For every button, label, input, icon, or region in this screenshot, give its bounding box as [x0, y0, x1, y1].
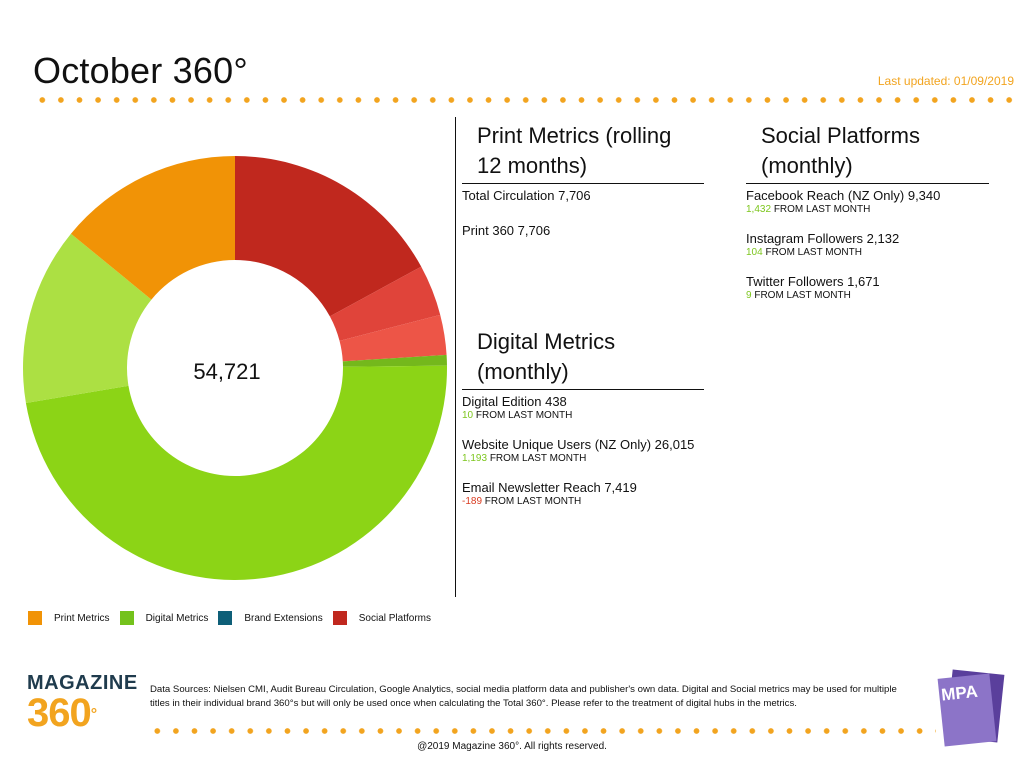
vertical-divider: [455, 117, 456, 597]
donut-slice: [339, 314, 447, 362]
print-metrics-heading-line2: 12 months): [477, 153, 588, 178]
social-platforms-heading-line1: Social Platforms: [761, 123, 920, 148]
logo-wordmark: MAGAZINE: [27, 672, 138, 694]
logo-number-text: 360: [27, 691, 92, 735]
metric-change-value: 9: [746, 290, 752, 301]
legend-label: Social Platforms: [358, 612, 431, 624]
print-metrics-heading: Print Metrics (rolling 12 months): [477, 121, 704, 181]
metric-item: Print 360 7,706: [462, 223, 704, 238]
social-platforms-section: Social Platforms (monthly) Facebook Reac…: [746, 121, 989, 317]
metric-item: Total Circulation 7,706: [462, 188, 704, 203]
metric-item: Facebook Reach (NZ Only) 9,340 1,432 FROM…: [746, 188, 989, 217]
page-title: October 360°: [33, 50, 248, 91]
metric-change-suffix: FROM LAST MONTH: [484, 496, 582, 507]
metric-label: Instagram Followers 2,132: [746, 231, 900, 246]
metric-label: Email Newsletter Reach 7,419: [462, 480, 637, 495]
digital-metrics-rule: [462, 389, 704, 390]
metric-label: Twitter Followers 1,671: [746, 274, 880, 289]
metric-change: 1,432 FROM LAST MONTH: [746, 203, 989, 217]
social-platforms-rule: [746, 183, 989, 184]
donut-slice: [22, 233, 152, 404]
metric-change: -189 FROM LAST MONTH: [462, 495, 704, 509]
metric-change-suffix: FROM LAST MONTH: [773, 204, 871, 215]
metric-change-value: 10: [462, 410, 474, 421]
footer-dotted-divider: [148, 728, 936, 734]
header-dotted-divider: [33, 97, 1018, 103]
donut-center-total: 54,721: [193, 359, 260, 384]
chart-legend: Print Metrics Digital Metrics Brand Extens…: [28, 611, 441, 625]
donut-slice: [25, 365, 447, 580]
metric-change-suffix: FROM LAST MONTH: [765, 247, 862, 258]
metric-label: Facebook Reach (NZ Only) 9,340: [746, 188, 941, 203]
print-metrics-rule: [462, 183, 704, 184]
magazine-360-logo: MAGAZINE 360°: [27, 672, 138, 737]
metric-item: Email Newsletter Reach 7,419 -189 FROM LA…: [462, 480, 704, 509]
metric-item: Twitter Followers 1,671 9 FROM LAST MONTH: [746, 274, 989, 303]
legend-item: Print Metrics: [28, 611, 110, 625]
metric-change-suffix: FROM LAST MONTH: [754, 290, 851, 301]
print-metrics-section: Print Metrics (rolling 12 months) Total …: [462, 121, 704, 252]
legend-label: Brand Extensions: [244, 612, 323, 624]
logo-number: 360°: [27, 693, 131, 733]
digital-metrics-heading-line2: (monthly): [477, 359, 569, 384]
digital-metrics-section: Digital Metrics (monthly) Digital Editio…: [462, 327, 704, 523]
legend-label: Digital Metrics: [145, 612, 209, 624]
mpa-logo: MPA: [937, 669, 1005, 747]
metric-change-value: 1,432: [746, 204, 772, 215]
metric-label: Website Unique Users (NZ Only) 26,015: [462, 437, 695, 452]
digital-metrics-heading-line1: Digital Metrics: [477, 329, 616, 354]
print-metrics-list: Total Circulation 7,706 Print 360 7,706: [462, 188, 704, 238]
donut-slice: [70, 156, 235, 300]
social-platforms-list: Facebook Reach (NZ Only) 9,340 1,432 FROM…: [746, 188, 989, 303]
data-sources-note: Data Sources: Nielsen CMI, Audit Bureau …: [150, 684, 897, 709]
donut-slices: [22, 156, 447, 580]
mpa-logo-text: MPA: [940, 682, 978, 705]
donut-slice: [235, 156, 422, 317]
legend-label: Print Metrics: [54, 612, 110, 624]
metric-label: Print 360 7,706: [462, 223, 551, 238]
copyright-notice: @2019 Magazine 360°. All rights reserved…: [417, 741, 607, 752]
metric-change: 10 FROM LAST MONTH: [462, 409, 704, 423]
metric-item: Instagram Followers 2,132 104 FROM LAST M…: [746, 231, 989, 260]
metric-change-suffix: FROM LAST MONTH: [489, 453, 587, 464]
metric-item: Digital Edition 438 10 FROM LAST MONTH: [462, 394, 704, 423]
metric-change: 104 FROM LAST MONTH: [746, 246, 989, 260]
logo-degree-icon: °: [90, 706, 97, 723]
donut-slice: [329, 266, 441, 341]
legend-swatch: [218, 611, 233, 625]
metric-label: Digital Edition 438: [462, 394, 567, 409]
legend-swatch: [28, 611, 42, 625]
digital-metrics-list: Digital Edition 438 10 FROM LAST MONTH Web…: [462, 394, 704, 509]
legend-swatch: [119, 611, 134, 625]
legend-item: Brand Extensions: [218, 611, 323, 625]
metric-label: Total Circulation 7,706: [462, 188, 591, 203]
legend-swatch: [332, 611, 347, 625]
metric-change-value: -189: [462, 496, 483, 507]
metric-change: 9 FROM LAST MONTH: [746, 289, 989, 303]
mpa-logo-front-card: [937, 673, 997, 747]
metric-change: 1,193 FROM LAST MONTH: [462, 452, 704, 466]
metric-change-value: 1,193: [462, 453, 488, 464]
donut-slice: [342, 354, 447, 367]
last-updated-date: Last updated: 01/09/2019: [877, 74, 1014, 88]
legend-item: Digital Metrics: [119, 611, 209, 625]
legend-item: Social Platforms: [332, 611, 431, 625]
digital-metrics-heading: Digital Metrics (monthly): [477, 327, 704, 387]
social-platforms-heading: Social Platforms (monthly): [761, 121, 989, 181]
print-metrics-heading-line1: Print Metrics (rolling: [477, 123, 672, 148]
social-platforms-heading-line2: (monthly): [761, 153, 853, 178]
metric-item: Website Unique Users (NZ Only) 26,015 1,1…: [462, 437, 704, 466]
metric-change-value: 104: [746, 247, 763, 258]
donut-chart: 54,721: [22, 156, 447, 580]
metric-change-suffix: FROM LAST MONTH: [475, 410, 573, 421]
